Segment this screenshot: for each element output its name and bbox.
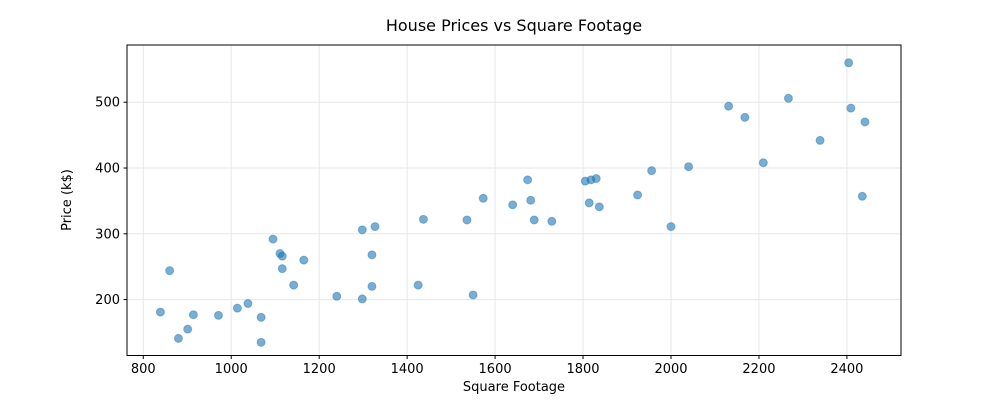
- data-point: [647, 166, 657, 176]
- data-point: [508, 200, 518, 210]
- x-tick-label: 1800: [566, 362, 599, 377]
- data-point: [289, 280, 299, 290]
- data-point: [332, 291, 342, 301]
- data-point: [758, 158, 768, 168]
- data-point: [357, 225, 367, 235]
- data-point: [529, 215, 539, 225]
- plot-frame: [126, 44, 902, 356]
- data-point: [724, 101, 734, 111]
- data-point: [478, 193, 488, 203]
- data-point: [684, 162, 694, 172]
- data-point: [367, 281, 377, 291]
- x-tick-label: 1000: [215, 362, 248, 377]
- data-point: [367, 250, 377, 260]
- data-point: [846, 103, 856, 113]
- data-point: [526, 195, 536, 205]
- data-point: [155, 307, 165, 317]
- data-point: [844, 58, 854, 68]
- data-point: [268, 234, 278, 244]
- tick-labels: 800 1000 1200 1400 1600 1800 2000 2200 2400 200 30…: [95, 96, 863, 377]
- data-point: [256, 337, 266, 347]
- data-point: [370, 222, 380, 232]
- data-point: [666, 222, 676, 232]
- data-point: [165, 266, 175, 276]
- chart-title: House Prices vs Square Footage: [386, 16, 642, 35]
- data-point: [468, 290, 478, 300]
- data-points: [155, 58, 870, 347]
- y-tick-label: 300: [95, 227, 120, 242]
- data-point: [594, 202, 604, 212]
- data-point: [213, 310, 223, 320]
- data-point: [188, 310, 198, 320]
- axis-ticks: [123, 101, 848, 359]
- x-tick-label: 800: [131, 362, 156, 377]
- data-point: [783, 93, 793, 103]
- x-axis-label: Square Footage: [463, 380, 565, 395]
- data-point: [633, 190, 643, 200]
- data-point: [860, 117, 870, 127]
- x-tick-label: 2000: [654, 362, 687, 377]
- data-point: [357, 294, 367, 304]
- data-point: [857, 191, 867, 201]
- data-point: [584, 198, 594, 208]
- data-point: [256, 312, 266, 322]
- x-tick-label: 2400: [830, 362, 863, 377]
- data-point: [413, 280, 423, 290]
- data-point: [173, 333, 183, 343]
- x-tick-label: 1600: [479, 362, 512, 377]
- data-point: [547, 216, 557, 226]
- data-point: [815, 135, 825, 145]
- data-point: [740, 112, 750, 122]
- x-tick-label: 1400: [391, 362, 424, 377]
- data-point: [523, 175, 533, 185]
- data-point: [462, 215, 472, 225]
- data-point: [277, 251, 287, 261]
- data-point: [299, 255, 309, 265]
- data-point: [418, 214, 428, 224]
- data-point: [232, 303, 242, 313]
- data-point: [277, 264, 287, 274]
- y-axis-label: Price (k$): [60, 169, 75, 231]
- y-tick-label: 400: [95, 162, 120, 177]
- y-tick-label: 200: [95, 293, 120, 308]
- data-point: [243, 299, 253, 309]
- x-tick-label: 2200: [742, 362, 775, 377]
- y-tick-label: 500: [95, 96, 120, 111]
- data-point: [591, 174, 601, 184]
- data-point: [183, 324, 193, 334]
- axes-frame: [126, 44, 902, 356]
- x-tick-label: 1200: [303, 362, 336, 377]
- gridlines: [127, 45, 901, 356]
